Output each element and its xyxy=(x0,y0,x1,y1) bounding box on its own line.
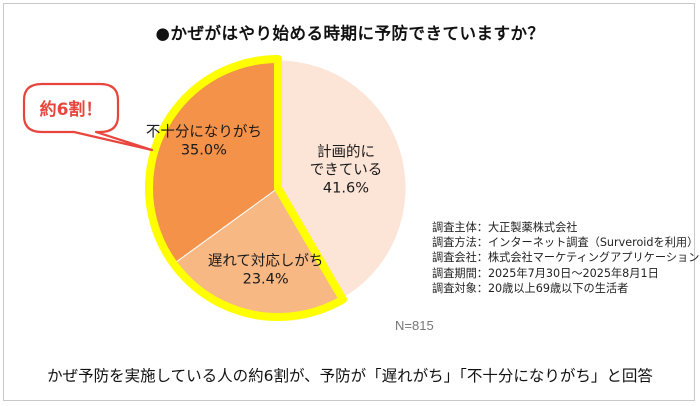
slice-label: 不十分になりがち xyxy=(146,123,262,140)
sample-size: N=815 xyxy=(395,318,434,333)
slice-label: 計画的に xyxy=(317,144,375,161)
survey-info-line: 調査対象：20歳以上69歳以下の生活者 xyxy=(432,281,629,295)
caption: かぜ予防を実施している人の約6割が、予防が「遅れがち」「不十分になりがち」と回答 xyxy=(47,367,653,385)
survey-info-line: 調査主体：大正製薬株式会社 xyxy=(432,221,578,234)
survey-info-line: 調査期間：2025年7月30日～2025年8月1日 xyxy=(432,266,659,280)
highlight-outline xyxy=(145,55,347,321)
callout: 約6割！ xyxy=(22,82,154,152)
slice-value-label: 41.6% xyxy=(323,181,369,197)
survey-info-line: 調査会社：株式会社マーケティングアプリケーションズ xyxy=(432,251,700,265)
callout-text: 約6割！ xyxy=(40,99,103,120)
callout-bubble xyxy=(22,82,154,152)
chart-title: ●かぜがはやり始める時期に予防できていますか？ xyxy=(155,24,545,43)
slice-value-label: 35.0% xyxy=(181,142,227,158)
slice-label: できている xyxy=(310,162,383,179)
slice-value-label: 23.4% xyxy=(243,272,289,288)
slice-label: 遅れて対応しがち xyxy=(208,253,324,270)
survey-info: 調査主体：大正製薬株式会社 調査方法：インターネット調査（Surveroidを利… xyxy=(432,220,700,296)
survey-info-line: 調査方法：インターネット調査（Surveroidを利用） xyxy=(432,236,699,250)
